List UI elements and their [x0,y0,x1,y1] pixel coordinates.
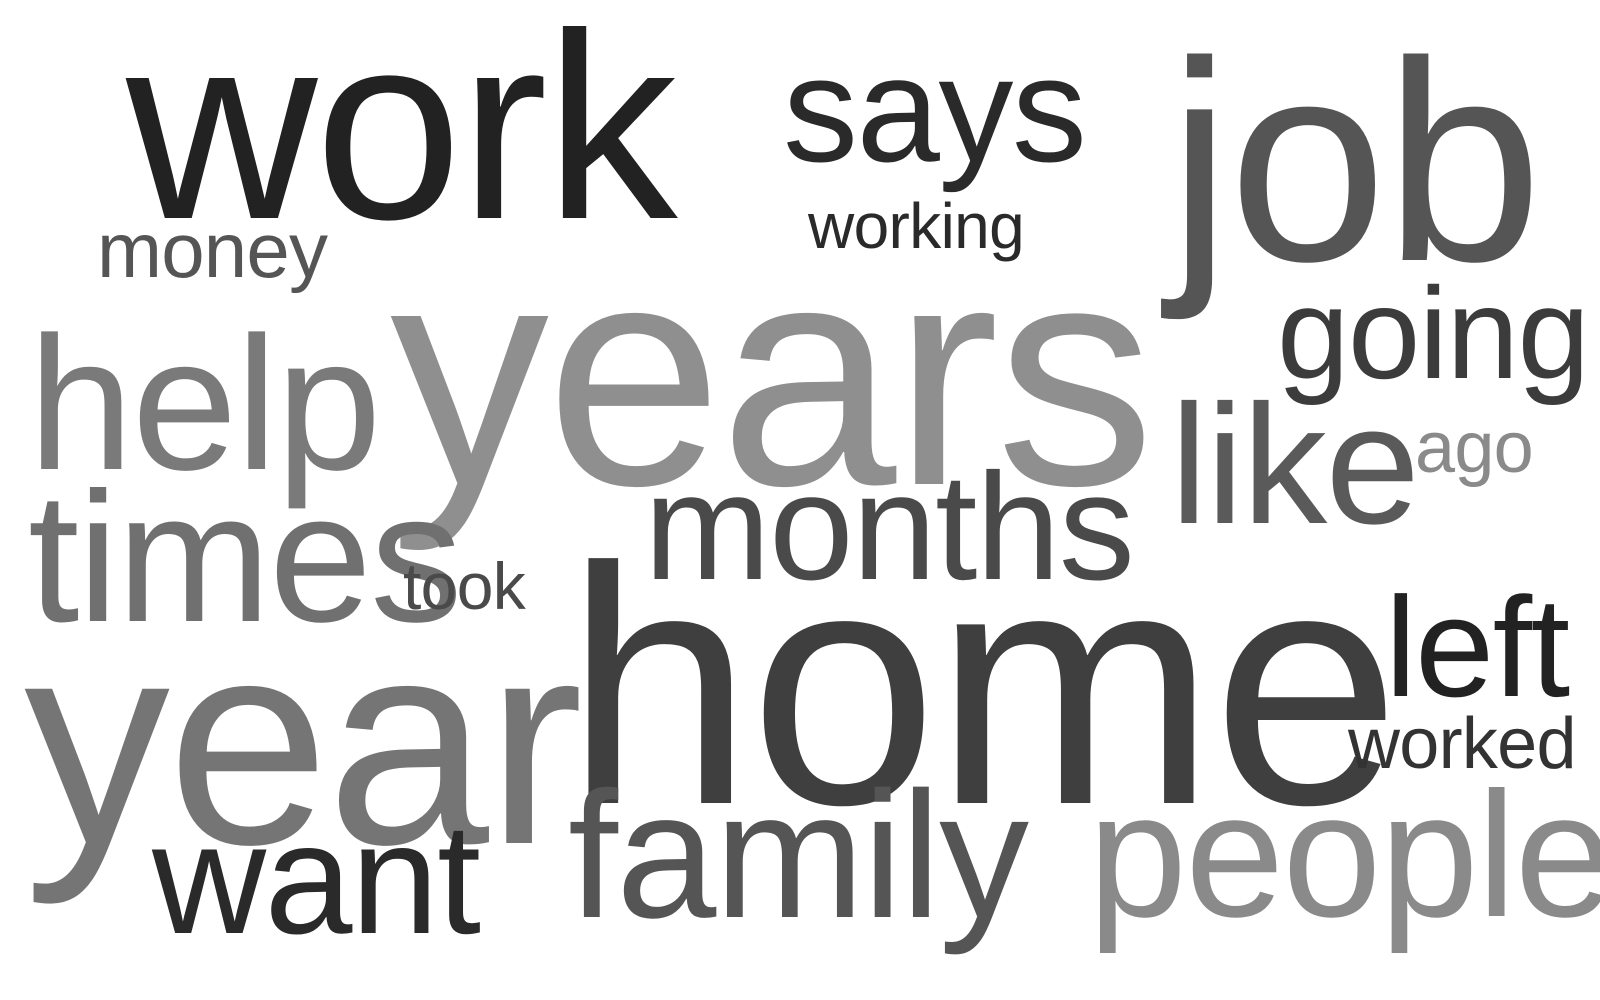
word-help: help [28,298,382,510]
word-job: job [1168,3,1543,321]
word-took: took [403,549,526,623]
word-year: year [24,579,583,905]
word-working: working [808,190,1025,262]
word-months: months [644,442,1135,612]
word-times: times [28,455,463,661]
word-work: work [126,0,678,275]
word-going: going [1277,260,1590,406]
word-ago: ago [1415,408,1534,488]
word-years: years [390,197,1155,552]
word-left: left [1385,568,1570,727]
word-worked: worked [1348,704,1577,784]
word-want: want [152,791,481,967]
word-family: family [568,755,1029,956]
word-home: home [565,497,1400,875]
word-money: money [97,206,328,294]
word-says: says [783,25,1087,193]
word-people: people [1088,755,1600,954]
word-like: like [1170,370,1420,560]
